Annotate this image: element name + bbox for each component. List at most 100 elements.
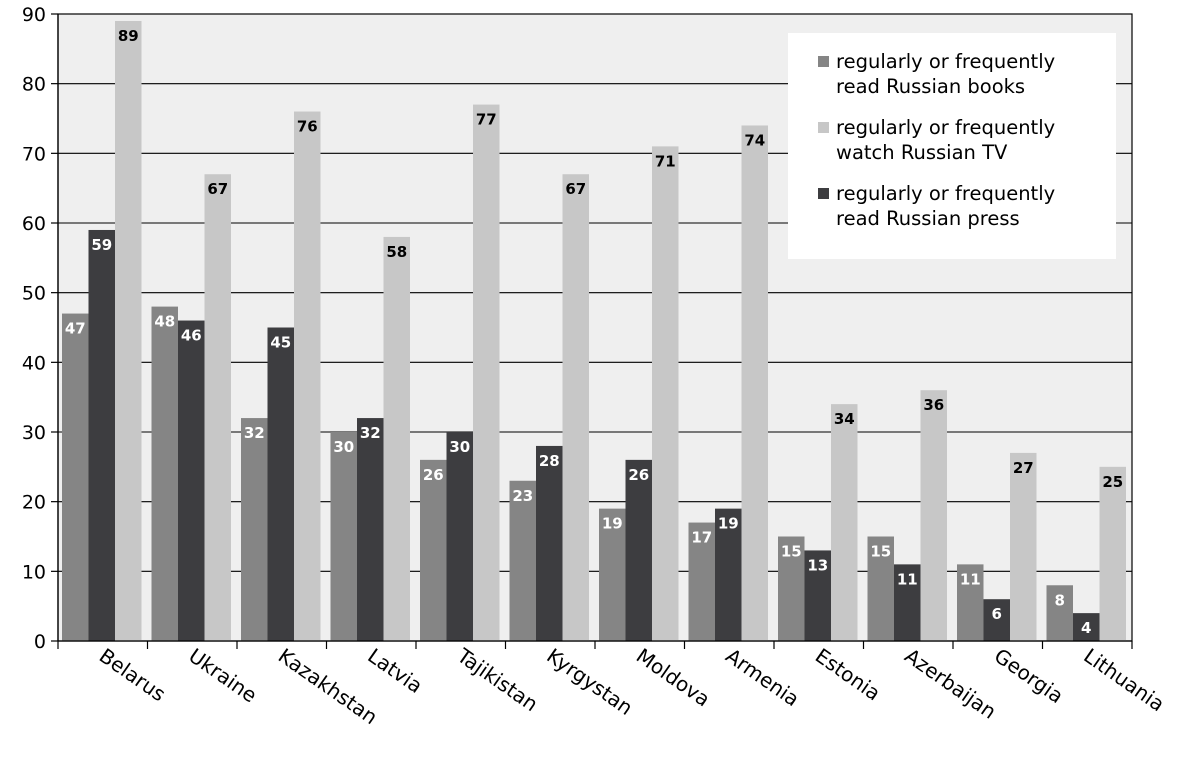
data-label: 19 bbox=[718, 515, 739, 533]
bars bbox=[62, 20, 1126, 642]
data-label: 58 bbox=[386, 243, 407, 261]
data-label: 25 bbox=[1102, 473, 1123, 491]
data-label: 89 bbox=[118, 27, 139, 45]
data-label: 8 bbox=[1055, 591, 1065, 609]
data-label: 27 bbox=[1013, 459, 1034, 477]
data-label: 32 bbox=[244, 424, 265, 442]
bar bbox=[867, 536, 894, 641]
data-label: 28 bbox=[539, 452, 560, 470]
data-label: 19 bbox=[602, 515, 623, 533]
bar bbox=[1073, 613, 1100, 641]
bar bbox=[715, 508, 742, 641]
data-label: 11 bbox=[897, 570, 918, 588]
data-label: 6 bbox=[992, 605, 1002, 623]
category-label: Kazakhstan bbox=[274, 643, 382, 729]
bar bbox=[204, 174, 231, 641]
bar bbox=[88, 229, 115, 641]
bar bbox=[894, 564, 921, 641]
bar bbox=[241, 418, 268, 641]
y-tick-label: 80 bbox=[22, 74, 46, 96]
bar bbox=[357, 418, 384, 641]
bar bbox=[1046, 585, 1073, 641]
bar bbox=[267, 327, 294, 641]
bar bbox=[151, 306, 178, 641]
y-axis-ticks: 0 10 20 30 40 50 60 70 80 90 bbox=[22, 4, 58, 653]
category-label: Latvia bbox=[363, 643, 427, 698]
data-label: 48 bbox=[154, 313, 175, 331]
value-labels: 4759894846673245763032582630772328671926… bbox=[65, 27, 1123, 637]
data-label: 26 bbox=[628, 466, 649, 484]
bar bbox=[957, 564, 984, 641]
data-label: 15 bbox=[781, 543, 802, 561]
bar bbox=[983, 599, 1010, 641]
y-tick-label: 90 bbox=[22, 4, 46, 26]
data-label: 15 bbox=[870, 543, 891, 561]
legend-swatch bbox=[818, 122, 829, 133]
bar bbox=[1099, 466, 1126, 641]
bar bbox=[778, 536, 805, 641]
data-label: 36 bbox=[923, 396, 944, 414]
legend-label: watch Russian TV bbox=[836, 141, 1008, 164]
bar bbox=[473, 104, 500, 642]
legend-label: regularly or frequently bbox=[836, 182, 1055, 205]
data-label: 4 bbox=[1081, 619, 1091, 637]
category-label: Kyrgystan bbox=[542, 643, 637, 719]
legend-box bbox=[788, 33, 1116, 259]
y-tick-label: 70 bbox=[22, 143, 46, 165]
data-label: 34 bbox=[834, 410, 855, 428]
legend-label: read Russian press bbox=[836, 207, 1020, 230]
bar bbox=[741, 125, 768, 641]
data-label: 32 bbox=[360, 424, 381, 442]
legend: regularly or frequently read Russian book… bbox=[788, 33, 1116, 259]
data-label: 13 bbox=[807, 556, 828, 574]
category-label: Armenia bbox=[721, 643, 803, 711]
bar bbox=[420, 459, 447, 641]
y-tick-label: 40 bbox=[22, 352, 46, 374]
data-label: 74 bbox=[744, 131, 765, 149]
category-label: Tajikistan bbox=[452, 643, 542, 716]
data-label: 47 bbox=[65, 320, 86, 338]
data-label: 30 bbox=[449, 438, 470, 456]
bar bbox=[625, 459, 652, 641]
legend-swatch bbox=[818, 188, 829, 199]
bar bbox=[115, 20, 142, 641]
bar bbox=[509, 480, 536, 641]
category-label: Moldova bbox=[632, 643, 715, 711]
data-label: 30 bbox=[333, 438, 354, 456]
bar bbox=[599, 508, 626, 641]
data-label: 77 bbox=[476, 111, 497, 129]
bar bbox=[62, 313, 89, 641]
bar bbox=[330, 432, 357, 641]
y-tick-label: 0 bbox=[34, 631, 46, 653]
bar bbox=[652, 146, 679, 641]
bar bbox=[536, 445, 563, 641]
data-label: 76 bbox=[297, 118, 318, 136]
legend-swatch bbox=[818, 56, 829, 67]
y-tick-label: 60 bbox=[22, 213, 46, 235]
data-label: 59 bbox=[91, 236, 112, 254]
legend-label: regularly or frequently bbox=[836, 116, 1055, 139]
category-label: Estonia bbox=[811, 643, 885, 705]
legend-label: read Russian books bbox=[836, 75, 1025, 98]
data-label: 11 bbox=[960, 570, 981, 588]
data-label: 26 bbox=[423, 466, 444, 484]
bar bbox=[688, 522, 715, 641]
data-label: 17 bbox=[691, 529, 712, 547]
bar bbox=[446, 432, 473, 641]
data-label: 46 bbox=[181, 327, 202, 345]
category-label: Ukraine bbox=[184, 643, 261, 707]
data-label: 67 bbox=[207, 180, 228, 198]
bar bbox=[804, 550, 831, 641]
y-tick-label: 50 bbox=[22, 283, 46, 305]
data-label: 45 bbox=[270, 334, 291, 352]
category-label: Georgia bbox=[990, 643, 1068, 708]
category-label: Lithuania bbox=[1079, 643, 1169, 716]
y-tick-label: 30 bbox=[22, 422, 46, 444]
data-label: 23 bbox=[512, 487, 533, 505]
bar bbox=[831, 404, 858, 641]
bar bbox=[383, 236, 410, 641]
data-label: 67 bbox=[565, 180, 586, 198]
bar bbox=[178, 320, 205, 641]
